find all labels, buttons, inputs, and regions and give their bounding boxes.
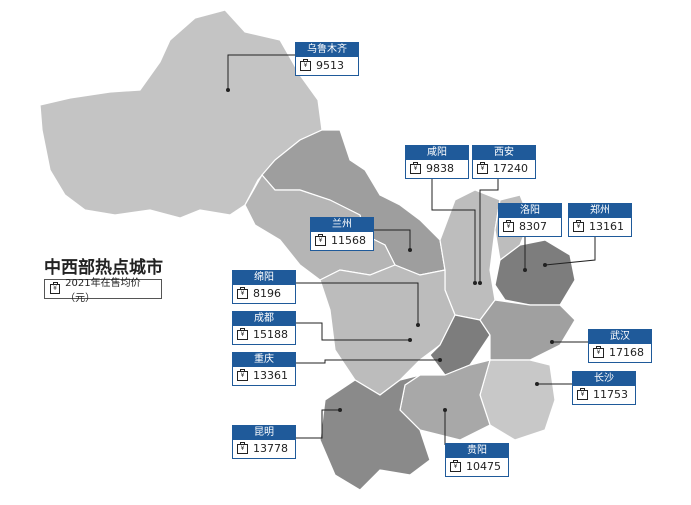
- province-henan: [494, 239, 576, 306]
- city-name: 昆明: [233, 426, 295, 440]
- city-price: 13778: [253, 442, 288, 455]
- province-xinjiang: [39, 9, 323, 219]
- city-name: 重庆: [233, 353, 295, 367]
- city-label: 郑州 ¥13161: [568, 203, 632, 237]
- city-price: 11753: [593, 388, 628, 401]
- city-name: 成都: [233, 312, 295, 326]
- price-tag-icon: ¥: [503, 220, 514, 232]
- province-yunnan: [319, 374, 431, 491]
- city-label: 西安 ¥17240: [472, 145, 536, 179]
- city-label: 成都 ¥15188: [232, 311, 296, 345]
- city-price: 8307: [519, 220, 547, 233]
- legend-text: 2021年在售均价（元）: [65, 278, 141, 304]
- price-tag-icon: ¥: [577, 388, 588, 400]
- price-tag-icon: ¥: [237, 287, 248, 299]
- price-tag-icon: ¥: [300, 59, 311, 71]
- city-name: 武汉: [589, 330, 651, 344]
- city-price: 13361: [253, 369, 288, 382]
- city-label: 咸阳 ¥9838: [405, 145, 469, 179]
- city-name: 贵阳: [446, 444, 508, 458]
- city-name: 兰州: [311, 218, 373, 232]
- price-tag-icon: ¥: [50, 282, 61, 294]
- province-hubei: [479, 299, 576, 361]
- city-label: 重庆 ¥13361: [232, 352, 296, 386]
- price-tag-icon: ¥: [593, 346, 604, 358]
- city-name: 西安: [473, 146, 535, 160]
- price-tag-icon: ¥: [477, 162, 488, 174]
- city-label: 兰州 ¥11568: [310, 217, 374, 251]
- leader-lines: [227, 54, 596, 445]
- city-label: 洛阳 ¥8307: [498, 203, 562, 237]
- price-tag-icon: ¥: [237, 369, 248, 381]
- legend: ¥2021年在售均价（元）: [44, 278, 162, 304]
- city-dots: [226, 88, 554, 412]
- price-tag-icon: ¥: [573, 220, 584, 232]
- price-tag-icon: ¥: [237, 328, 248, 340]
- city-price: 17240: [493, 162, 528, 175]
- province-hunan: [479, 359, 556, 441]
- city-label: 乌鲁木齐 ¥9513: [295, 42, 359, 76]
- city-label: 贵阳 ¥10475: [445, 443, 509, 477]
- city-name: 乌鲁木齐: [296, 43, 358, 57]
- city-price: 13161: [589, 220, 624, 233]
- city-price: 15188: [253, 328, 288, 341]
- city-price: 9513: [316, 59, 344, 72]
- price-tag-icon: ¥: [237, 442, 248, 454]
- city-label: 武汉 ¥17168: [588, 329, 652, 363]
- city-name: 洛阳: [499, 204, 561, 218]
- price-tag-icon: ¥: [450, 460, 461, 472]
- city-label: 昆明 ¥13778: [232, 425, 296, 459]
- map-title: 中西部热点城市: [44, 258, 163, 278]
- city-price: 8196: [253, 287, 281, 300]
- city-price: 9838: [426, 162, 454, 175]
- city-price: 17168: [609, 346, 644, 359]
- price-tag-icon: ¥: [410, 162, 421, 174]
- city-name: 长沙: [573, 372, 635, 386]
- city-name: 郑州: [569, 204, 631, 218]
- city-price: 11568: [331, 234, 366, 247]
- city-label: 长沙 ¥11753: [572, 371, 636, 405]
- price-tag-icon: ¥: [315, 234, 326, 246]
- city-price: 10475: [466, 460, 501, 473]
- city-name: 绵阳: [233, 271, 295, 285]
- city-label: 绵阳 ¥8196: [232, 270, 296, 304]
- city-name: 咸阳: [406, 146, 468, 160]
